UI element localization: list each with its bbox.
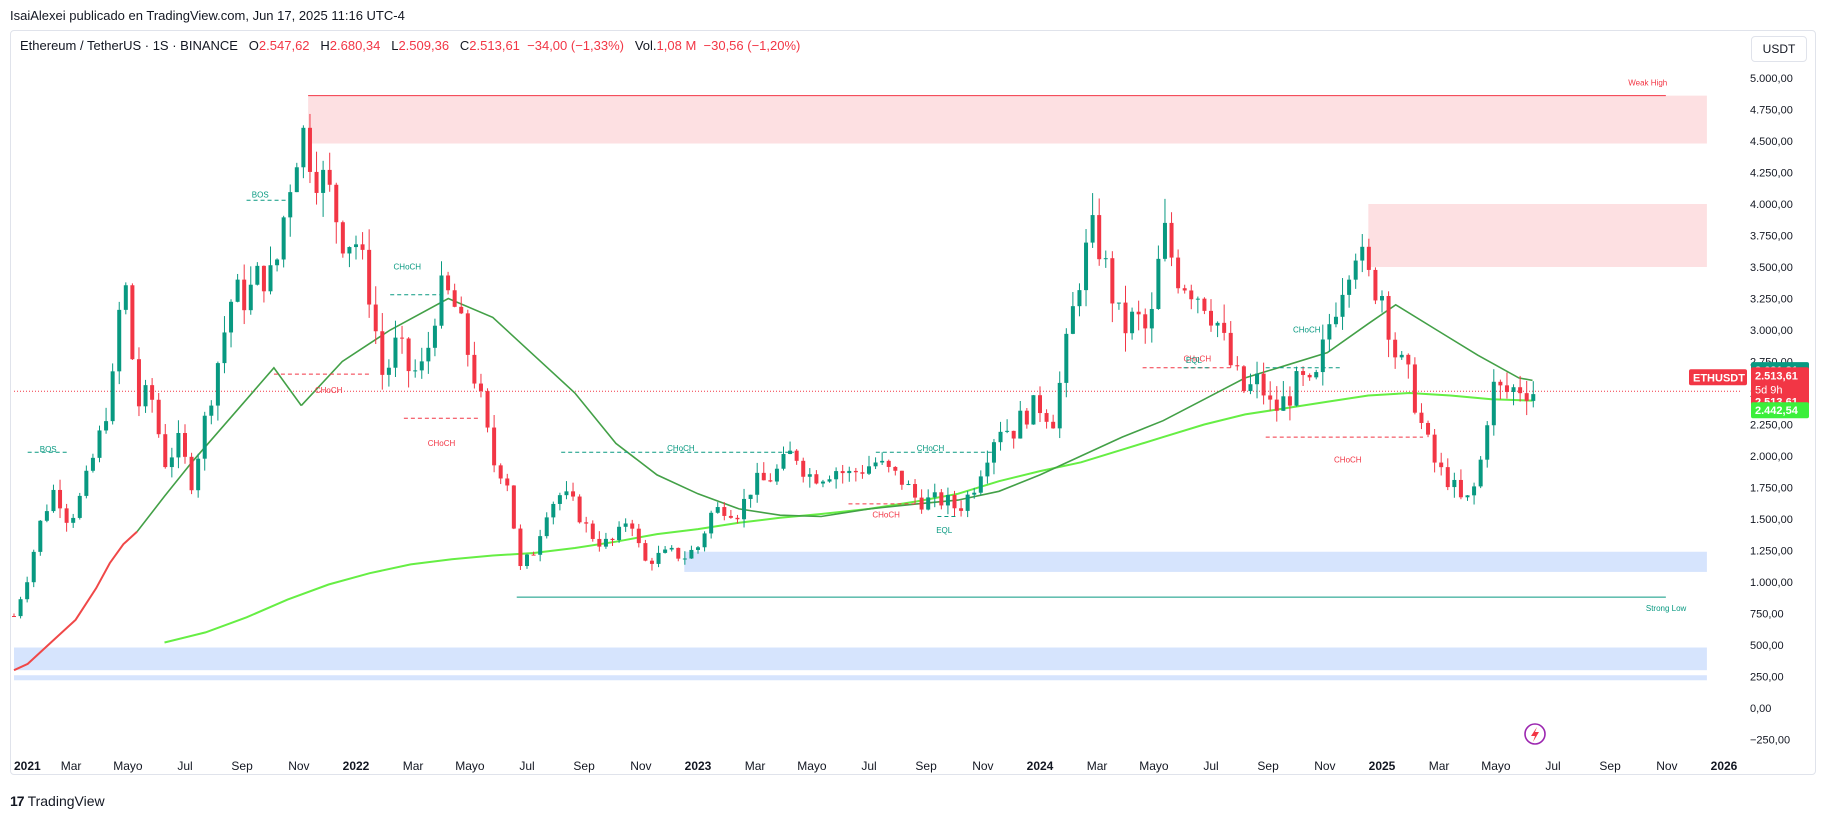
ohlc-legend: Ethereum / TetherUS · 1S · BINANCE O2.54… bbox=[20, 38, 800, 53]
currency-unit-button[interactable]: USDT bbox=[1751, 36, 1807, 62]
volume-value: 1,08 M bbox=[656, 38, 697, 53]
volume-label: Vol. bbox=[634, 38, 657, 53]
open-label: O bbox=[248, 38, 259, 53]
tradingview-brand: TradingView bbox=[27, 793, 105, 809]
low-value: 2.509,36 bbox=[398, 38, 450, 53]
open-value: 2.547,62 bbox=[258, 38, 310, 53]
high-label: H bbox=[320, 38, 330, 53]
high-value: 2.680,34 bbox=[329, 38, 381, 53]
low-label: L bbox=[391, 38, 399, 53]
chart-frame bbox=[10, 30, 1816, 775]
tradingview-logo-icon: 17 bbox=[10, 793, 25, 809]
volume-change: −30,56 (−1,20%) bbox=[703, 38, 801, 53]
symbol-title[interactable]: Ethereum / TetherUS · 1S · BINANCE bbox=[20, 38, 238, 53]
close-value: 2.513,61 bbox=[469, 38, 520, 53]
close-label: C bbox=[459, 38, 470, 53]
change-value: −34,00 (−1,33%) bbox=[527, 38, 624, 53]
publish-line: IsaiAlexei publicado en TradingView.com,… bbox=[10, 8, 405, 23]
tradingview-logo[interactable]: 17 TradingView bbox=[10, 793, 105, 809]
